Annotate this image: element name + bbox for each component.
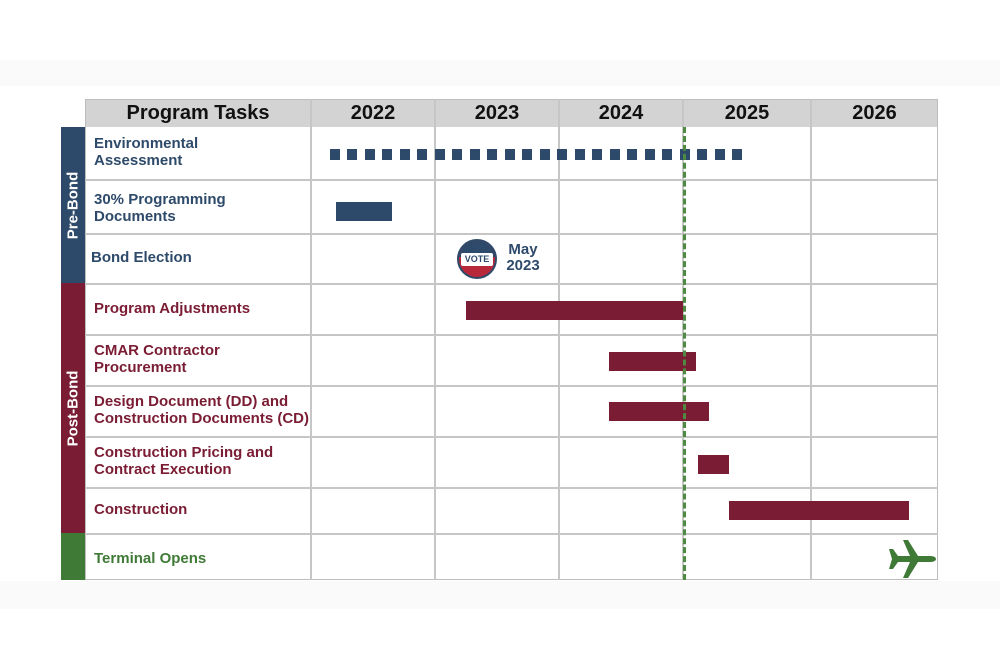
task-label-terminal-opens: Terminal Opens — [94, 550, 207, 567]
top-band — [0, 60, 1000, 86]
task-label-design-and-construction-documents: Design Document (DD) and Construction Doc… — [94, 393, 309, 427]
task-label-construction-pricing: Construction Pricing and Contract Executi… — [94, 444, 274, 478]
gantt-grid — [85, 99, 938, 580]
gantt-bar — [729, 501, 909, 520]
header-year-2026: 2026 — [852, 102, 897, 124]
gantt-bar-dash — [697, 149, 708, 160]
gantt-bar-dash — [382, 149, 393, 160]
gantt-bar-dash — [434, 149, 445, 160]
gantt-bar-dash — [364, 149, 375, 160]
header-year-2025: 2025 — [724, 102, 770, 124]
gantt-bar — [608, 352, 696, 371]
gantt-bar-dash — [329, 149, 340, 160]
gantt-bar — [608, 402, 709, 421]
gantt-bar-dash — [644, 149, 655, 160]
vote-badge-text: VOTE — [461, 253, 493, 266]
gantt-bar-dash — [557, 149, 568, 160]
phase-bar-pre-bond — [61, 127, 85, 283]
grid-hline — [85, 233, 938, 235]
grid-hline — [85, 487, 938, 489]
task-label-cmar-contractor-procurement: CMAR Contractor Procurement — [94, 342, 220, 376]
grid-hline — [85, 385, 938, 387]
gantt-bar-dash — [452, 149, 463, 160]
grid-vline — [558, 99, 560, 580]
task-label-bond-election: Bond Election — [91, 249, 192, 266]
header-program-tasks: Program Tasks — [126, 102, 270, 124]
gantt-bar-dash — [609, 149, 620, 160]
grid-hline — [85, 283, 938, 285]
gantt-bar-dash — [662, 149, 673, 160]
task-label-program-adjustments: Program Adjustments — [94, 300, 251, 317]
grid-vline — [310, 99, 312, 580]
header-year-2022: 2022 — [350, 102, 396, 124]
gantt-bar-dash — [487, 149, 498, 160]
bottom-band — [0, 581, 1000, 609]
phase-bar-opening — [61, 533, 85, 580]
gantt-bar-dash — [539, 149, 550, 160]
gantt-bar-dash — [592, 149, 603, 160]
gantt-bar-dash — [347, 149, 358, 160]
grid-hline — [85, 533, 938, 535]
phase-label-post-bond: Post-Bond — [64, 370, 82, 447]
grid-hline — [85, 179, 938, 181]
bond-election-date: May 2023 — [506, 241, 540, 274]
gantt-bar — [698, 455, 730, 474]
airplane-icon — [889, 540, 936, 578]
phase-label-pre-bond: Pre-Bond — [64, 171, 82, 240]
gantt-bar-dash — [469, 149, 480, 160]
task-label-construction: Construction — [94, 501, 188, 518]
today-marker-line — [683, 127, 686, 580]
gantt-bar — [335, 202, 392, 221]
gantt-bar-dash — [399, 149, 410, 160]
phase-bar-post-bond — [61, 283, 85, 533]
task-label-environmental-assessment: Environmental Assessment — [94, 135, 199, 169]
gantt-bar — [466, 301, 683, 320]
header-year-2023: 2023 — [474, 102, 520, 124]
gantt-bar-dash — [522, 149, 533, 160]
gantt-bar-dash — [732, 149, 743, 160]
header-row — [85, 99, 938, 127]
grid-vline — [810, 99, 812, 580]
grid-hline — [85, 334, 938, 336]
grid-hline — [85, 436, 938, 438]
gantt-bar-dash — [627, 149, 638, 160]
task-label-30-programming-documents: 30% Programming Documents — [94, 191, 226, 225]
gantt-bar-dash — [417, 149, 428, 160]
gantt-bar-dash — [714, 149, 725, 160]
grid-vline — [434, 99, 436, 580]
gantt-bar-dash — [574, 149, 585, 160]
vote-badge-icon: VOTE — [457, 239, 497, 279]
header-year-2024: 2024 — [598, 102, 644, 124]
gantt-bar-dash — [504, 149, 515, 160]
